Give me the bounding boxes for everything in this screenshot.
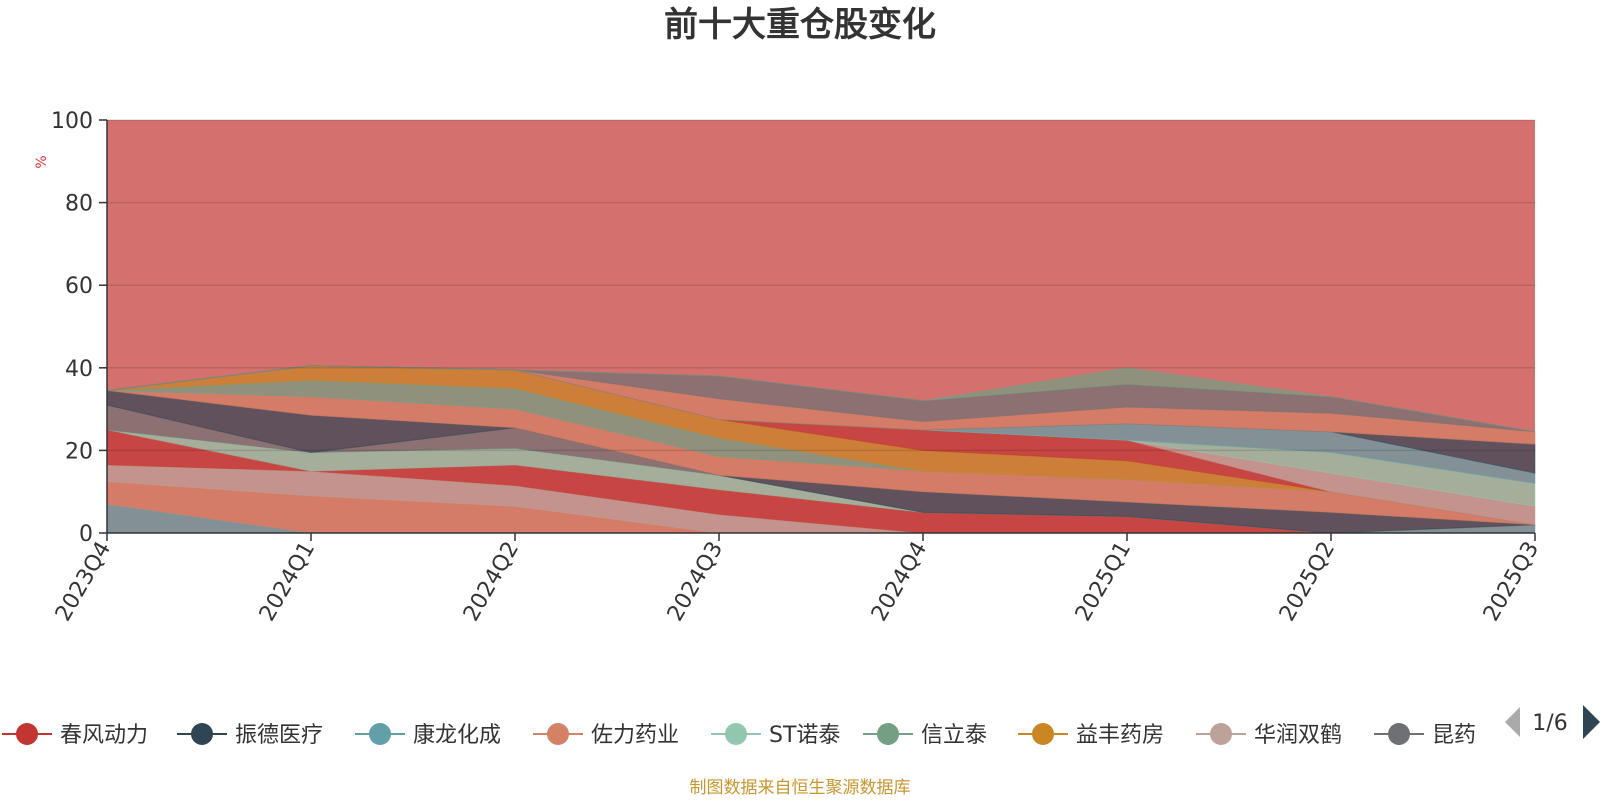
y-tick-label-100: 100 bbox=[51, 109, 93, 134]
legend-pager: 1/6 bbox=[1505, 705, 1600, 739]
legend-label: 佐力药业 bbox=[591, 723, 679, 748]
y-tick-label-60: 60 bbox=[65, 274, 93, 299]
legend-marker-icon bbox=[16, 723, 38, 745]
x-axis: 2023Q4 2024Q1 2024Q2 2024Q3 2024Q4 2025Q1 2025… bbox=[51, 532, 1544, 626]
legend-marker-icon bbox=[191, 723, 213, 745]
legend-item-振德医疗[interactable]: 振德医疗 bbox=[177, 723, 323, 748]
x-tick-label-2025Q2: 2025Q2 bbox=[1275, 538, 1340, 626]
legend-item-昆药[interactable]: 昆药 bbox=[1374, 723, 1476, 748]
y-tick-label-20: 20 bbox=[65, 439, 93, 464]
legend-item-华润双鹤[interactable]: 华润双鹤 bbox=[1196, 723, 1342, 748]
x-tick-label-2024Q4: 2024Q4 bbox=[867, 538, 932, 626]
x-tick-label-2023Q4: 2023Q4 bbox=[51, 538, 116, 626]
y-tick-label-80: 80 bbox=[65, 192, 93, 217]
legend-item-康龙化成[interactable]: 康龙化成 bbox=[355, 723, 501, 748]
legend-marker-icon bbox=[725, 723, 747, 745]
pager-next-icon[interactable] bbox=[1583, 705, 1600, 739]
legend: 春风动力 振德医疗 康龙化成 佐力药业 ST诺泰 信立泰 益丰药房 华润双鹤 昆药 bbox=[2, 723, 1476, 748]
legend-marker-icon bbox=[1210, 723, 1232, 745]
y-tick-label-40: 40 bbox=[65, 357, 93, 382]
legend-marker-icon bbox=[1032, 723, 1054, 745]
legend-item-ST诺泰[interactable]: ST诺泰 bbox=[711, 723, 840, 748]
y-axis-unit: % bbox=[34, 155, 50, 168]
chart-title: 前十大重仓股变化 bbox=[664, 5, 936, 45]
y-axis: 0 20 40 60 80 100 bbox=[51, 109, 108, 547]
area-信立泰-17[interactable] bbox=[106, 365, 1536, 433]
y-tick-label-0: 0 bbox=[79, 522, 93, 547]
data-source-note: 制图数据来自恒生聚源数据库 bbox=[690, 778, 911, 798]
x-tick-label-2024Q2: 2024Q2 bbox=[459, 538, 524, 626]
legend-label: ST诺泰 bbox=[769, 723, 840, 748]
legend-item-益丰药房[interactable]: 益丰药房 bbox=[1018, 723, 1164, 748]
legend-item-信立泰[interactable]: 信立泰 bbox=[863, 723, 987, 748]
legend-label: 康龙化成 bbox=[413, 723, 501, 748]
plot-area bbox=[106, 119, 1536, 534]
legend-marker-icon bbox=[547, 723, 569, 745]
legend-marker-icon bbox=[1388, 723, 1410, 745]
x-tick-label-2025Q3: 2025Q3 bbox=[1479, 538, 1544, 626]
pager-prev-icon[interactable] bbox=[1505, 707, 1520, 737]
legend-label: 益丰药房 bbox=[1076, 723, 1164, 748]
legend-label: 信立泰 bbox=[921, 723, 987, 748]
pager-page-indicator: 1/6 bbox=[1532, 711, 1567, 736]
legend-label: 春风动力 bbox=[60, 723, 148, 748]
legend-label: 华润双鹤 bbox=[1254, 723, 1342, 748]
legend-item-佐力药业[interactable]: 佐力药业 bbox=[533, 723, 679, 748]
legend-marker-icon bbox=[877, 723, 899, 745]
legend-label: 振德医疗 bbox=[235, 723, 323, 748]
legend-item-春风动力[interactable]: 春风动力 bbox=[2, 723, 148, 748]
legend-label: 昆药 bbox=[1432, 723, 1476, 748]
x-tick-label-2024Q1: 2024Q1 bbox=[255, 538, 320, 626]
legend-marker-icon bbox=[369, 723, 391, 745]
x-tick-label-2024Q3: 2024Q3 bbox=[663, 538, 728, 626]
x-tick-label-2025Q1: 2025Q1 bbox=[1071, 538, 1136, 626]
